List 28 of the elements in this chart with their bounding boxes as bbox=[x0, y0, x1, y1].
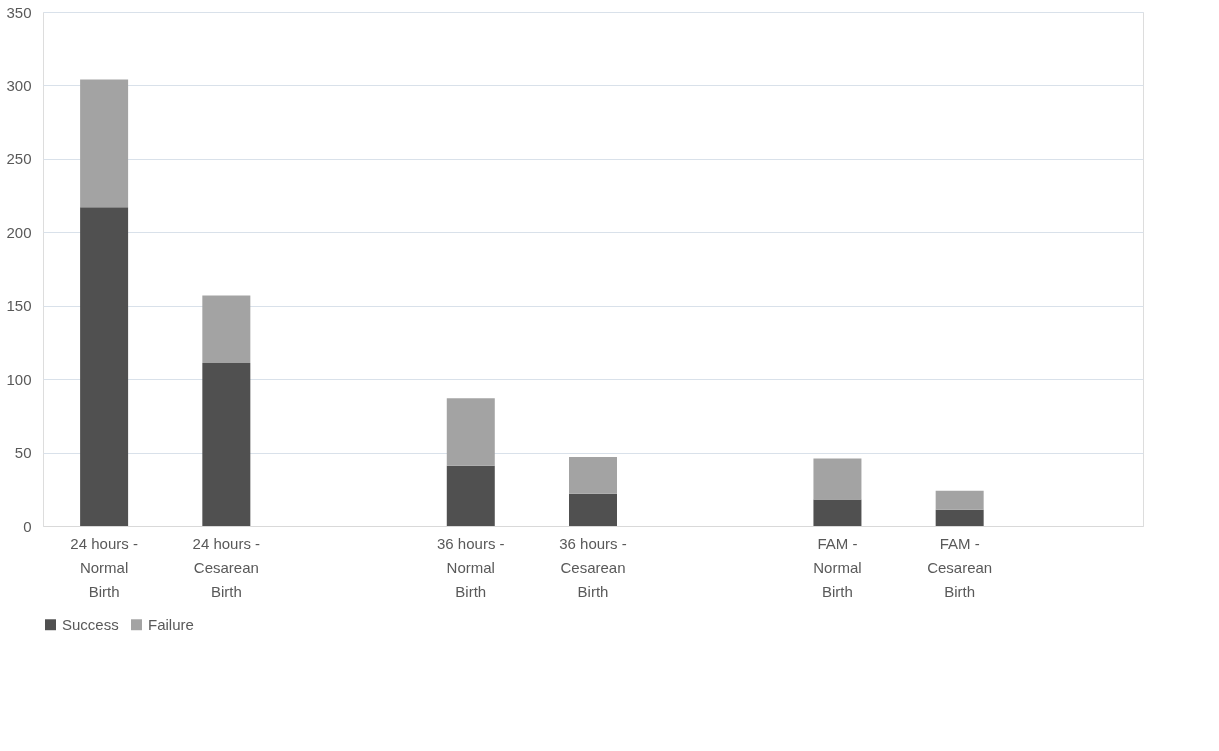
bar bbox=[202, 362, 251, 526]
bar bbox=[569, 456, 617, 494]
y-tick-label: 250 bbox=[6, 150, 32, 168]
x-tick-label: FAM - Normal Birth bbox=[813, 534, 862, 600]
bar bbox=[446, 465, 495, 526]
x-tick-label: 36 hours - Cesarean Birth bbox=[559, 534, 627, 600]
bar bbox=[813, 458, 862, 500]
bar bbox=[80, 207, 129, 526]
bar bbox=[202, 295, 251, 363]
bar bbox=[446, 398, 495, 466]
x-tick-label: 24 hours - Normal Birth bbox=[70, 534, 138, 600]
bar bbox=[935, 490, 984, 510]
x-tick-label: FAM - Cesarean Birth bbox=[927, 534, 993, 600]
bar bbox=[569, 493, 617, 526]
y-tick-label: 150 bbox=[6, 297, 32, 315]
y-tick-label: 350 bbox=[6, 3, 32, 21]
legend-label: Success bbox=[62, 615, 119, 633]
bar bbox=[80, 79, 129, 208]
x-tick-label: 36 hours - Normal Birth bbox=[437, 534, 505, 600]
bar bbox=[935, 509, 984, 526]
y-tick-label: 0 bbox=[23, 517, 32, 535]
y-tick-label: 50 bbox=[14, 444, 32, 462]
x-tick-label: 24 hours - Cesarean Birth bbox=[192, 534, 261, 600]
y-tick-label: 300 bbox=[6, 76, 32, 94]
y-tick-label: 100 bbox=[6, 370, 32, 388]
bar bbox=[813, 499, 862, 526]
legend-label: Failure bbox=[148, 615, 194, 633]
y-tick-label: 200 bbox=[6, 223, 32, 241]
